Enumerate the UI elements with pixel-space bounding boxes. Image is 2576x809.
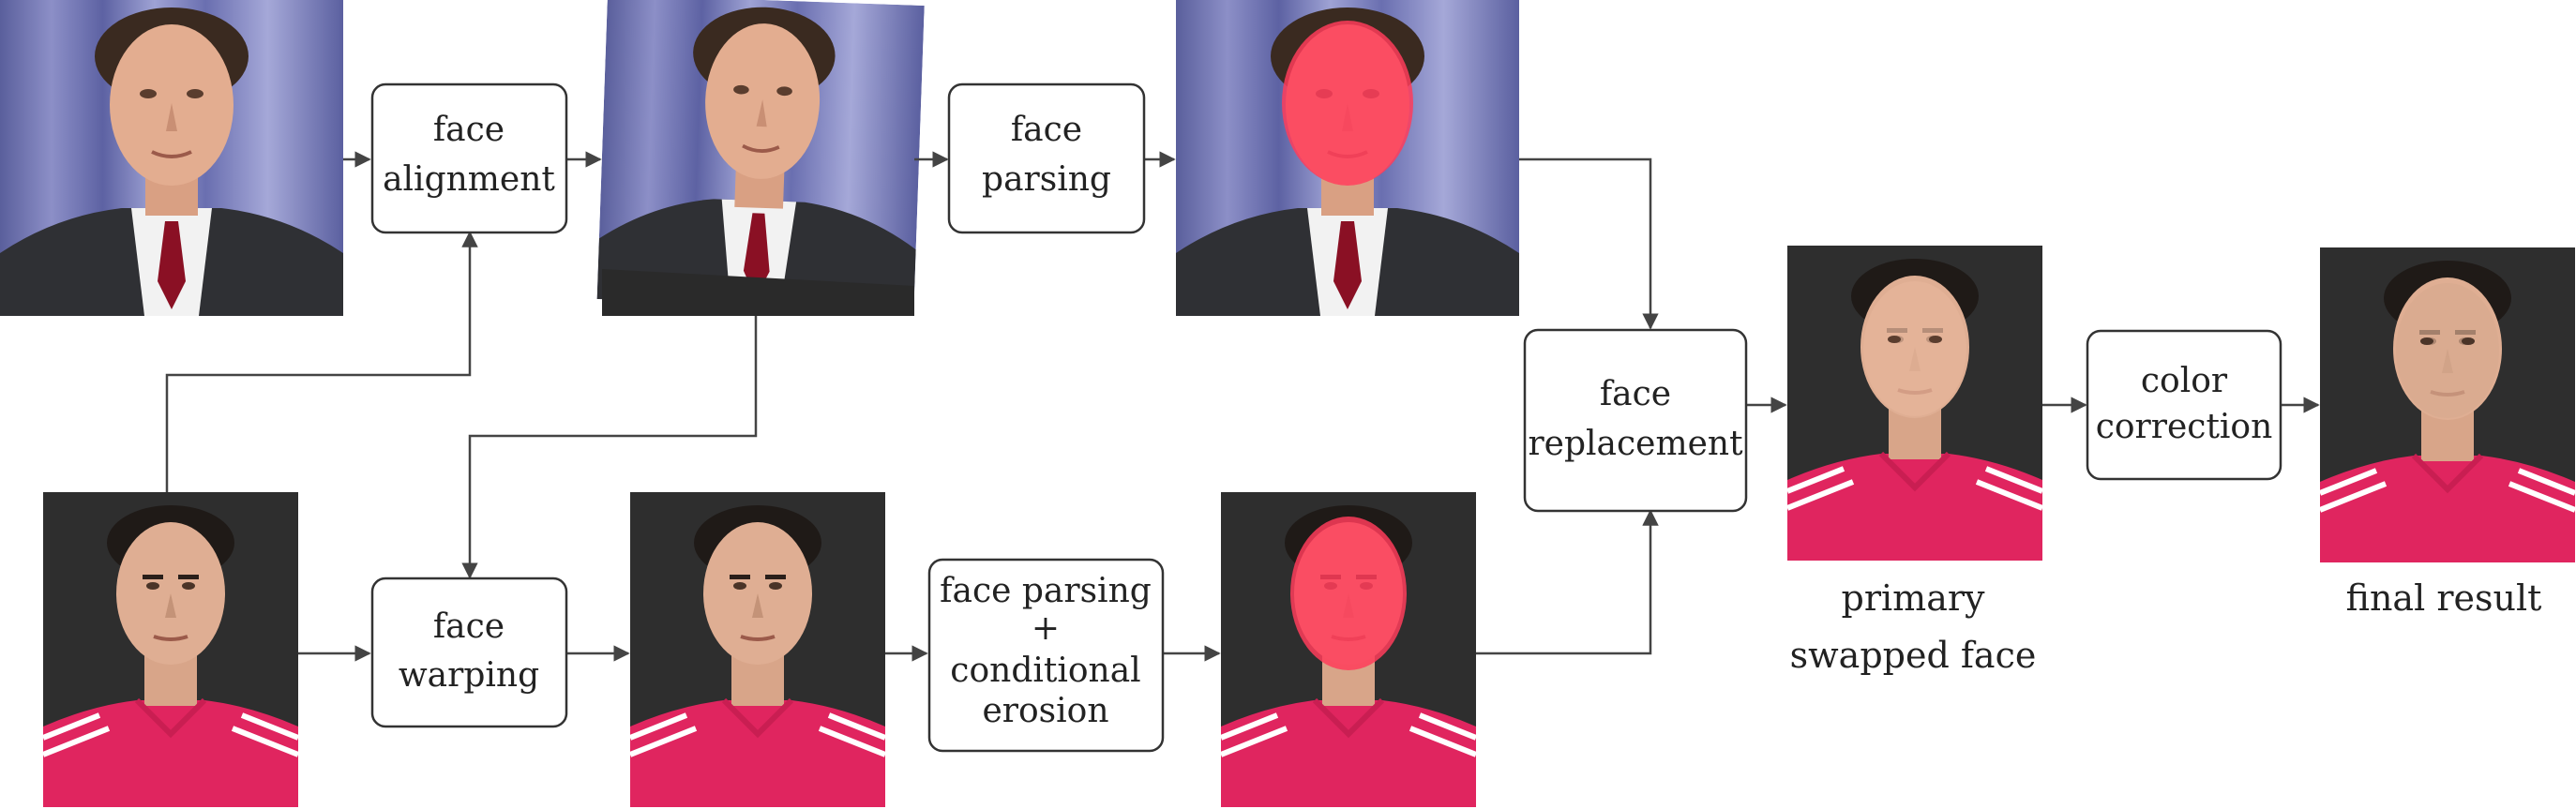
color-correction-box: color correction bbox=[2087, 331, 2281, 479]
face-replacement-line-1: face bbox=[1600, 375, 1671, 413]
face-warping-box: face warping bbox=[372, 578, 566, 727]
color-correction-line-1: color bbox=[2141, 362, 2228, 400]
parsed-target-photo bbox=[1221, 492, 1476, 807]
target-face-photo bbox=[43, 492, 298, 807]
face-alignment-line-2: alignment bbox=[383, 160, 555, 199]
face-parsing-line-1: face bbox=[1011, 111, 1082, 149]
source-face-photo bbox=[0, 0, 343, 316]
erosion-line-1: face parsing bbox=[940, 572, 1152, 610]
face-replacement-line-2: replacement bbox=[1528, 425, 1743, 463]
arrow-parsed-target-to-replacement bbox=[1476, 511, 1650, 653]
caption-primary-line-2: swapped face bbox=[1790, 635, 2037, 676]
face-parsing-box: face parsing bbox=[949, 84, 1144, 232]
face-alignment-box: face alignment bbox=[372, 84, 566, 232]
erosion-line-2: + bbox=[1032, 609, 1060, 648]
warped-target-photo bbox=[630, 492, 885, 807]
parsed-source-photo bbox=[1176, 0, 1519, 316]
arrow-parsed-to-replacement bbox=[1519, 159, 1650, 328]
caption-primary-line-1: primary bbox=[1842, 577, 1985, 619]
final-result-photo bbox=[2320, 247, 2575, 562]
face-alignment-line-1: face bbox=[433, 111, 505, 149]
face-parsing-line-2: parsing bbox=[982, 160, 1111, 199]
face-warping-line-1: face bbox=[433, 607, 505, 646]
face-replacement-box: face replacement bbox=[1525, 330, 1746, 511]
primary-swapped-photo bbox=[1787, 246, 2042, 561]
caption-final-result: final result bbox=[2346, 577, 2542, 619]
erosion-line-3: conditional bbox=[950, 652, 1140, 690]
aligned-source-photo bbox=[597, 0, 925, 316]
color-correction-line-2: correction bbox=[2096, 408, 2273, 446]
erosion-line-4: erosion bbox=[982, 692, 1108, 730]
face-warping-line-2: warping bbox=[399, 656, 539, 695]
face-parsing-erosion-box: face parsing + conditional erosion bbox=[929, 560, 1163, 751]
